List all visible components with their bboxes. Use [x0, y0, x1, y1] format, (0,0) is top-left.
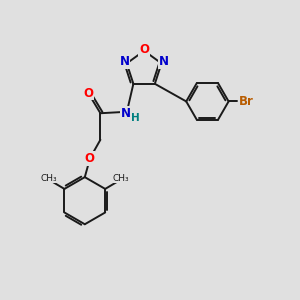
Text: H: H: [131, 113, 140, 123]
Text: O: O: [139, 43, 149, 56]
Text: O: O: [85, 152, 94, 165]
Text: Br: Br: [238, 95, 253, 108]
Text: O: O: [84, 87, 94, 100]
Text: CH₃: CH₃: [112, 174, 129, 183]
Text: N: N: [159, 56, 169, 68]
Text: CH₃: CH₃: [41, 174, 57, 183]
Text: N: N: [120, 107, 130, 120]
Text: N: N: [119, 56, 129, 68]
